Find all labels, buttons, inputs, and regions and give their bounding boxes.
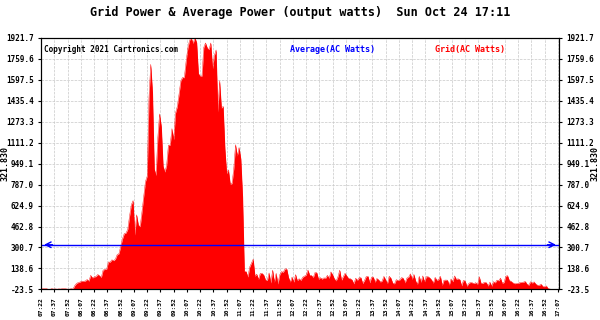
Text: Grid(AC Watts): Grid(AC Watts) [434,45,505,54]
Text: 321.830: 321.830 [590,146,599,181]
Text: Average(AC Watts): Average(AC Watts) [290,45,374,54]
Text: Grid Power & Average Power (output watts)  Sun Oct 24 17:11: Grid Power & Average Power (output watts… [90,6,510,20]
Text: 321.830: 321.830 [1,146,10,181]
Text: Copyright 2021 Cartronics.com: Copyright 2021 Cartronics.com [44,45,178,54]
